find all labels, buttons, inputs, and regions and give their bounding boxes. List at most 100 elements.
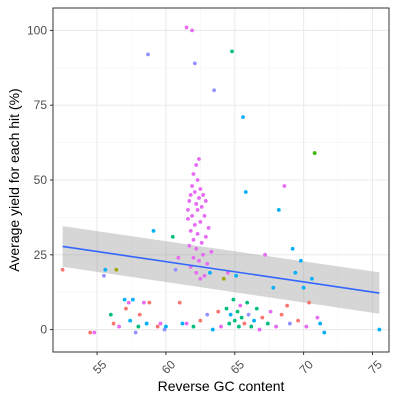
x-axis-title: Reverse GC content: [158, 378, 285, 394]
data-point: [147, 300, 152, 305]
data-point: [114, 267, 119, 272]
data-point: [202, 273, 207, 278]
data-point: [318, 321, 323, 326]
data-point: [237, 324, 241, 329]
data-point: [315, 315, 320, 320]
data-point: [187, 199, 192, 203]
data-point: [197, 196, 201, 200]
data-point: [227, 321, 232, 326]
data-point: [124, 306, 128, 311]
data-point: [206, 225, 211, 230]
y-tick-label: 25: [34, 248, 48, 262]
data-point: [298, 258, 303, 263]
data-point: [190, 28, 194, 33]
data-point: [186, 208, 190, 212]
data-point: [260, 315, 265, 320]
data-point: [231, 297, 236, 302]
data-point: [287, 321, 292, 326]
data-point: [201, 193, 205, 197]
data-point: [141, 300, 146, 305]
data-point: [194, 270, 199, 275]
data-point: [108, 312, 113, 317]
data-point: [221, 276, 226, 281]
y-tick-label: 75: [34, 98, 48, 112]
data-point: [191, 255, 196, 260]
y-axis-title: Average yield for each hit (%): [6, 88, 22, 271]
data-point: [88, 330, 93, 335]
data-point: [136, 324, 141, 329]
data-point: [219, 324, 223, 329]
data-point: [194, 163, 199, 167]
data-point: [312, 151, 317, 155]
data-point: [180, 321, 185, 326]
data-point: [126, 300, 131, 305]
data-point: [184, 321, 189, 326]
data-point: [198, 219, 203, 224]
data-point: [268, 309, 273, 314]
data-point: [202, 213, 207, 218]
data-point: [210, 327, 215, 332]
data-point: [103, 267, 108, 272]
data-point: [225, 270, 230, 275]
data-point: [191, 172, 196, 176]
data-point: [224, 306, 229, 311]
data-point: [190, 213, 194, 218]
data-point: [133, 330, 138, 335]
data-point: [205, 261, 210, 266]
data-point: [242, 321, 247, 326]
data-point: [271, 285, 276, 290]
data-point: [279, 312, 284, 317]
y-tick-label: 0: [40, 323, 47, 337]
data-point: [203, 199, 208, 203]
data-point: [293, 270, 298, 275]
data-point: [216, 309, 221, 314]
data-point: [252, 318, 256, 323]
data-point: [190, 184, 194, 188]
data-point: [239, 315, 244, 320]
data-point: [205, 312, 210, 317]
data-point: [111, 321, 116, 326]
data-point: [304, 324, 309, 329]
data-point: [246, 312, 251, 317]
data-point: [377, 327, 382, 332]
data-point: [290, 246, 295, 251]
data-point: [282, 184, 287, 188]
data-point: [176, 255, 181, 260]
data-point: [187, 243, 192, 248]
data-point: [188, 193, 193, 197]
data-point: [234, 273, 239, 278]
data-point: [191, 237, 196, 242]
data-point: [203, 234, 208, 239]
data-point: [249, 324, 254, 329]
data-point: [198, 276, 203, 281]
data-point: [197, 157, 201, 161]
data-point: [243, 190, 248, 194]
data-point: [164, 324, 168, 329]
data-point: [309, 276, 314, 281]
data-point: [209, 249, 214, 254]
data-points: [60, 25, 382, 335]
data-point: [60, 267, 65, 272]
data-point: [201, 252, 205, 257]
data-point: [195, 231, 200, 236]
data-point: [144, 321, 149, 326]
trend-line-layer: [62, 245, 380, 294]
data-point: [245, 300, 250, 305]
data-point: [173, 267, 178, 272]
data-point: [263, 252, 267, 257]
data-point: [194, 246, 199, 251]
data-point: [130, 297, 135, 302]
data-point: [117, 324, 121, 329]
data-point: [177, 300, 182, 305]
data-point: [212, 88, 217, 93]
data-point: [322, 330, 327, 335]
data-point: [285, 303, 289, 308]
data-point: [238, 303, 243, 308]
data-point: [155, 324, 160, 329]
data-point: [128, 318, 133, 323]
data-point: [228, 312, 233, 317]
data-point: [195, 208, 200, 212]
data-point: [254, 306, 259, 311]
